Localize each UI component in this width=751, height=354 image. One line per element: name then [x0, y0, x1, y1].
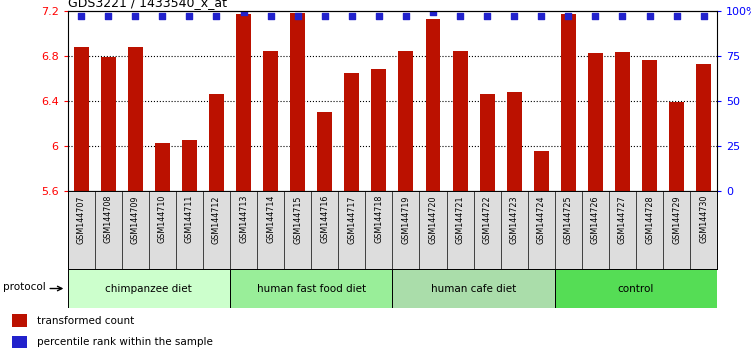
Point [454, 13, 466, 19]
Text: GDS3221 / 1433540_x_at: GDS3221 / 1433540_x_at [68, 0, 227, 10]
Text: GSM144726: GSM144726 [591, 195, 600, 244]
Bar [480, 94, 495, 191]
Text: GSM144720: GSM144720 [429, 195, 438, 244]
Bar [12, 336, 27, 348]
Bar [555, 269, 717, 308]
Text: GSM144719: GSM144719 [402, 195, 411, 244]
Point [562, 13, 575, 19]
Point [102, 13, 114, 19]
Point [129, 13, 141, 19]
Bar [588, 53, 603, 191]
Point [75, 13, 87, 19]
Text: GSM144723: GSM144723 [510, 195, 519, 244]
Bar [74, 47, 89, 191]
Point [617, 13, 629, 19]
Bar [101, 57, 116, 191]
Bar [236, 14, 251, 191]
Text: GSM144708: GSM144708 [104, 195, 113, 244]
Bar [209, 94, 224, 191]
Bar [642, 60, 657, 191]
Bar [561, 14, 576, 191]
Point [400, 13, 412, 19]
Point [291, 13, 303, 19]
Bar [12, 314, 27, 327]
Point [508, 13, 520, 19]
Text: percentile rank within the sample: percentile rank within the sample [38, 337, 213, 347]
Text: GSM144717: GSM144717 [347, 195, 356, 244]
Bar [669, 102, 684, 191]
Bar [263, 51, 278, 191]
Point [535, 13, 547, 19]
Point [590, 13, 602, 19]
Text: human fast food diet: human fast food diet [257, 284, 366, 293]
Text: human cafe diet: human cafe diet [431, 284, 516, 293]
Bar [128, 47, 143, 191]
Point [644, 13, 656, 19]
Point [237, 10, 249, 15]
Bar [345, 73, 359, 191]
Text: GSM144711: GSM144711 [185, 195, 194, 244]
Point [264, 13, 276, 19]
Text: GSM144710: GSM144710 [158, 195, 167, 244]
Bar [426, 18, 440, 191]
Bar [317, 112, 332, 191]
Text: GSM144730: GSM144730 [699, 195, 708, 244]
Point [210, 13, 222, 19]
Point [183, 13, 195, 19]
Point [345, 13, 357, 19]
Text: GSM144707: GSM144707 [77, 195, 86, 244]
Text: GSM144721: GSM144721 [456, 195, 465, 244]
Bar [392, 269, 555, 308]
Bar [290, 13, 305, 191]
Text: GSM144729: GSM144729 [672, 195, 681, 244]
Bar [453, 51, 468, 191]
Text: GSM144709: GSM144709 [131, 195, 140, 244]
Bar [696, 64, 711, 191]
Text: GSM144722: GSM144722 [483, 195, 492, 244]
Text: chimpanzee diet: chimpanzee diet [105, 284, 192, 293]
Text: transformed count: transformed count [38, 316, 134, 326]
Point [427, 10, 439, 15]
Text: control: control [618, 284, 654, 293]
Text: GSM144713: GSM144713 [239, 195, 248, 244]
Bar [399, 51, 413, 191]
Point [156, 13, 168, 19]
Bar [372, 69, 386, 191]
Bar [507, 92, 522, 191]
Bar [182, 141, 197, 191]
Text: GSM144727: GSM144727 [618, 195, 627, 244]
Text: GSM144712: GSM144712 [212, 195, 221, 244]
Text: GSM144718: GSM144718 [374, 195, 383, 244]
Text: GSM144724: GSM144724 [537, 195, 546, 244]
Point [372, 13, 385, 19]
Text: GSM144714: GSM144714 [266, 195, 275, 244]
Point [698, 13, 710, 19]
Text: protocol: protocol [4, 281, 46, 292]
Point [671, 13, 683, 19]
Bar [230, 269, 392, 308]
Point [481, 13, 493, 19]
Bar [534, 150, 549, 191]
Point [318, 13, 330, 19]
Bar [155, 143, 170, 191]
Text: GSM144725: GSM144725 [564, 195, 573, 244]
Text: GSM144716: GSM144716 [320, 195, 329, 244]
Text: GSM144728: GSM144728 [645, 195, 654, 244]
Text: GSM144715: GSM144715 [293, 195, 302, 244]
Bar [68, 269, 230, 308]
Bar [615, 52, 630, 191]
